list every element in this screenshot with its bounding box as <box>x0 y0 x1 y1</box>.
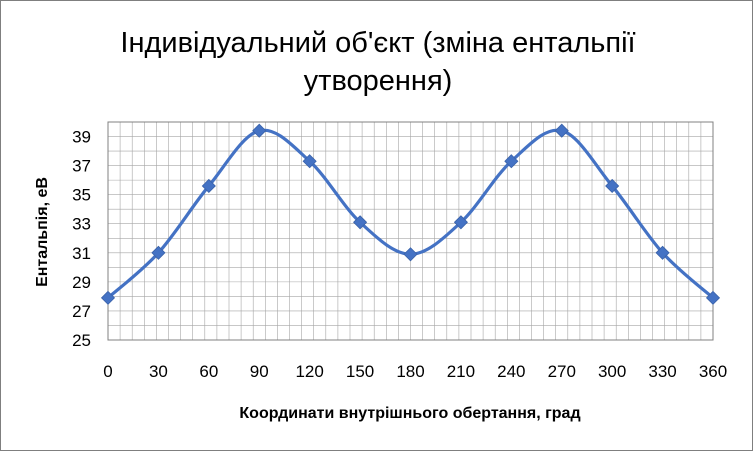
x-tick-label: 240 <box>497 362 525 381</box>
data-point-marker <box>705 290 721 305</box>
y-tick-label: 33 <box>72 215 91 234</box>
data-point-marker <box>201 178 216 194</box>
x-axis-title: Координати внутрішнього обертання, град <box>239 405 580 422</box>
x-tick-label: 150 <box>346 362 374 381</box>
data-point-marker <box>655 245 670 260</box>
x-tick-label: 90 <box>250 362 269 381</box>
x-tick-label: 270 <box>548 362 576 381</box>
y-tick-label: 37 <box>72 157 91 176</box>
data-point-marker <box>302 154 317 169</box>
data-point-marker <box>453 215 468 230</box>
y-tick-label: 25 <box>72 331 91 350</box>
chart-title-line-2: утворення) <box>304 65 453 97</box>
data-point-marker <box>504 154 519 169</box>
x-tick-label: 30 <box>149 362 168 381</box>
x-axis-tick-labels: 0 30 60 90 120 150 180 210 240 270 300 330 360 <box>103 362 727 381</box>
x-tick-label: 210 <box>447 362 475 381</box>
data-point-marker <box>252 123 267 138</box>
x-tick-label: 120 <box>295 362 323 381</box>
data-point-marker <box>554 123 569 138</box>
y-tick-label: 29 <box>72 273 91 292</box>
data-point-marker <box>151 245 166 260</box>
x-tick-label: 330 <box>648 362 676 381</box>
y-axis-title: Ентальпія, еВ <box>34 177 51 287</box>
plot-area-frame <box>107 121 714 341</box>
x-tick-label: 300 <box>598 362 626 381</box>
x-tick-label: 180 <box>396 362 424 381</box>
chart-title-line-1: Індивідуальний об'єкт (зміна ентальпії <box>120 27 635 59</box>
y-tick-label: 35 <box>72 186 91 205</box>
y-axis-tick-labels: 25 27 29 31 33 35 37 39 <box>72 128 91 350</box>
y-tick-label: 27 <box>72 302 91 321</box>
data-point-marker <box>353 215 368 230</box>
data-point-marker <box>605 178 620 194</box>
plot-area-border <box>107 121 714 341</box>
x-tick-label: 360 <box>699 362 727 381</box>
y-tick-label: 39 <box>72 128 91 147</box>
y-tick-label: 31 <box>72 244 91 263</box>
data-point-marker <box>403 247 418 262</box>
x-tick-label: 0 <box>103 362 112 381</box>
x-tick-label: 60 <box>199 362 218 381</box>
data-point-marker <box>100 290 116 305</box>
series-markers <box>100 123 721 305</box>
